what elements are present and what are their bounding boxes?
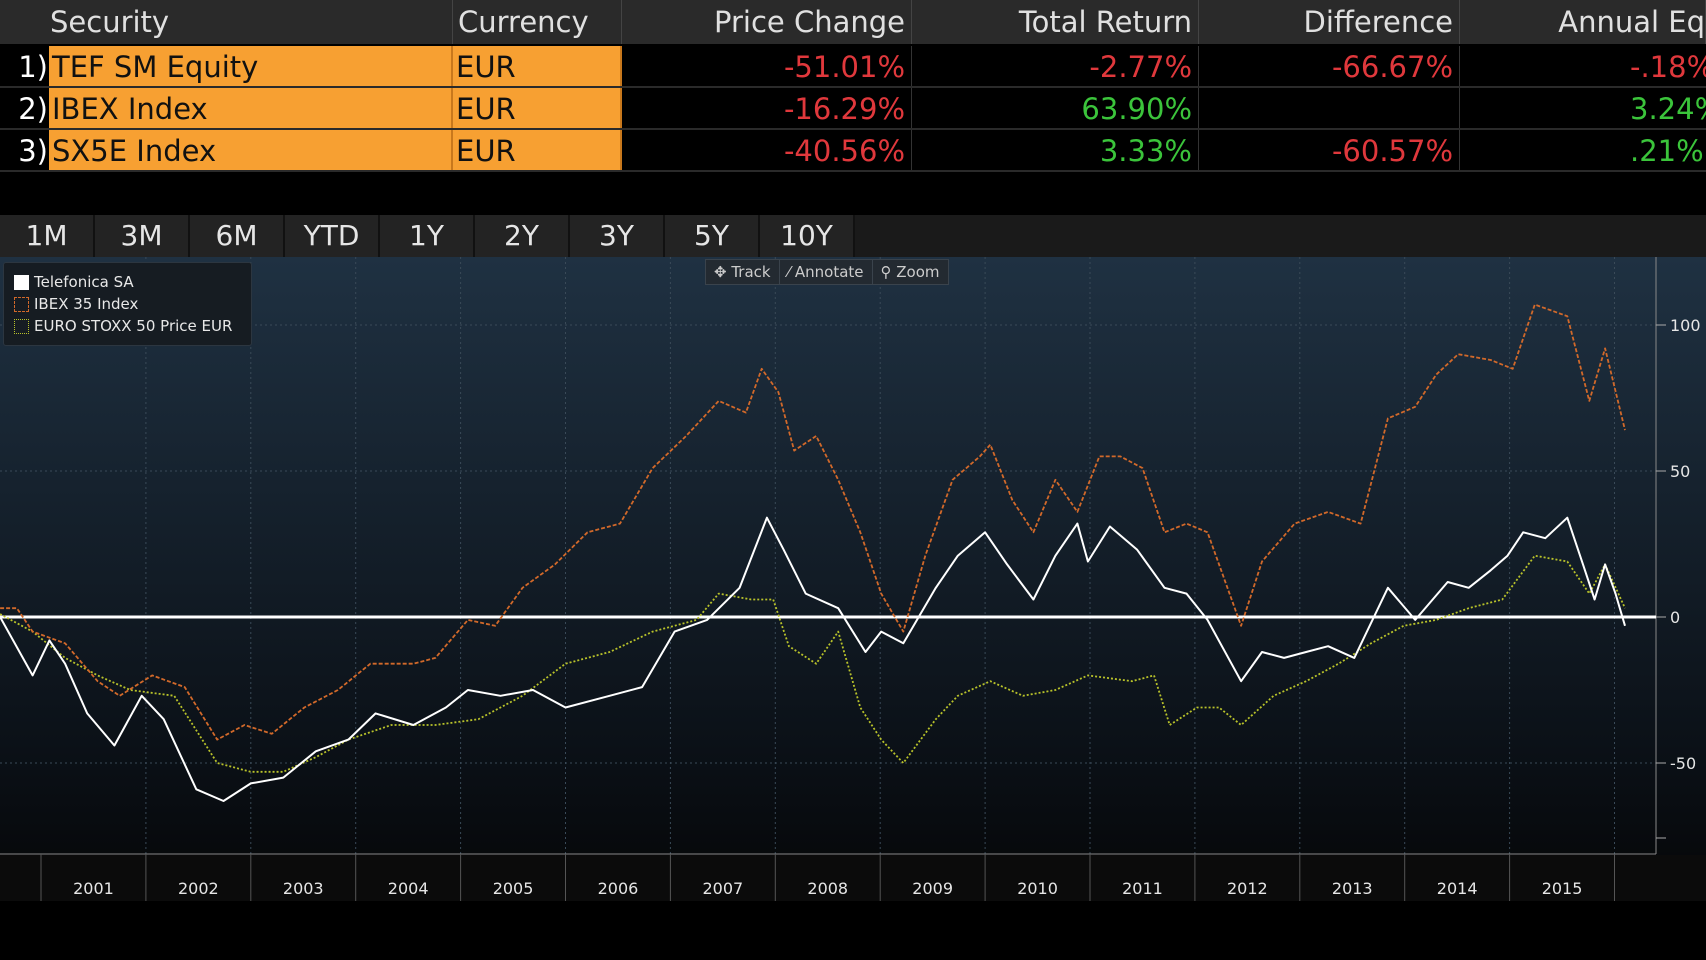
annual-eq-cell: 3.24% (1630, 92, 1706, 126)
price-change-cell: -51.01% (622, 46, 912, 86)
annual-eq-cell: .21% (1630, 134, 1704, 168)
security-cell[interactable]: TEF SM Equity (49, 46, 453, 86)
legend-swatch-dashed-icon (14, 296, 29, 312)
currency-cell[interactable]: EUR (453, 88, 622, 128)
row-index: 3) (18, 134, 48, 168)
security-cell[interactable]: SX5E Index (49, 130, 453, 170)
legend-item-telefonica[interactable]: Telefonica SA (14, 271, 241, 293)
legend-label: EURO STOXX 50 Price EUR (34, 317, 233, 335)
currency-cell[interactable]: EUR (453, 46, 622, 86)
period-tabs: 1M 3M 6M YTD 1Y 2Y 3Y 5Y 10Y (0, 215, 1706, 257)
total-return-cell: 63.90% (912, 88, 1199, 128)
tab-3m[interactable]: 3M (95, 215, 190, 257)
total-return-cell: 3.33% (912, 130, 1199, 170)
header-annual-eq-label: Annual Eq (1558, 5, 1705, 39)
legend-item-ibex[interactable]: IBEX 35 Index (14, 293, 241, 315)
tab-2y[interactable]: 2Y (475, 215, 570, 257)
row-divider (0, 128, 1706, 130)
tab-10y[interactable]: 10Y (760, 215, 855, 257)
tab-1y[interactable]: 1Y (380, 215, 475, 257)
chart-toolbar: ✥ Track ⁄ Annotate ⚲ Zoom (705, 259, 949, 285)
header-total-return[interactable]: Total Return (912, 0, 1199, 44)
price-change-cell: -40.56% (622, 130, 912, 170)
header-difference[interactable]: Difference (1199, 0, 1460, 44)
chart-area[interactable] (0, 257, 1706, 901)
row-divider (0, 86, 1706, 88)
legend-label: IBEX 35 Index (34, 295, 139, 313)
security-table: Security Currency Price Change Total Ret… (0, 0, 1706, 172)
annual-eq-cell: -.18% (1630, 50, 1706, 84)
legend-item-sx5e[interactable]: EURO STOXX 50 Price EUR (14, 315, 241, 337)
difference-cell (1199, 88, 1460, 128)
legend-label: Telefonica SA (34, 273, 134, 291)
header-currency[interactable]: Currency (453, 0, 622, 44)
legend-swatch-solid-icon (14, 274, 29, 290)
row-index: 2) (18, 92, 48, 126)
total-return-cell: -2.77% (912, 46, 1199, 86)
currency-cell[interactable]: EUR (453, 130, 622, 170)
security-cell[interactable]: IBEX Index (49, 88, 453, 128)
header-price-change[interactable]: Price Change (622, 0, 912, 44)
chart-legend: Telefonica SA IBEX 35 Index EURO STOXX 5… (3, 262, 252, 346)
tab-5y[interactable]: 5Y (665, 215, 760, 257)
annotate-button[interactable]: ⁄ Annotate (780, 260, 873, 284)
tab-6m[interactable]: 6M (190, 215, 285, 257)
difference-cell: -60.57% (1199, 130, 1460, 170)
difference-cell: -66.67% (1199, 46, 1460, 86)
tab-1m[interactable]: 1M (0, 215, 95, 257)
header-security[interactable]: Security (0, 0, 453, 44)
header-annual-eq[interactable]: Annual Eq (1460, 0, 1706, 44)
zoom-button[interactable]: ⚲ Zoom (880, 263, 940, 281)
track-button[interactable]: ✥ Track (706, 260, 780, 284)
price-change-cell: -16.29% (622, 88, 912, 128)
tab-ytd[interactable]: YTD (285, 215, 380, 257)
row-divider (0, 170, 1706, 172)
row-index: 1) (18, 50, 48, 84)
legend-swatch-dotted-icon (14, 318, 29, 334)
tab-3y[interactable]: 3Y (570, 215, 665, 257)
